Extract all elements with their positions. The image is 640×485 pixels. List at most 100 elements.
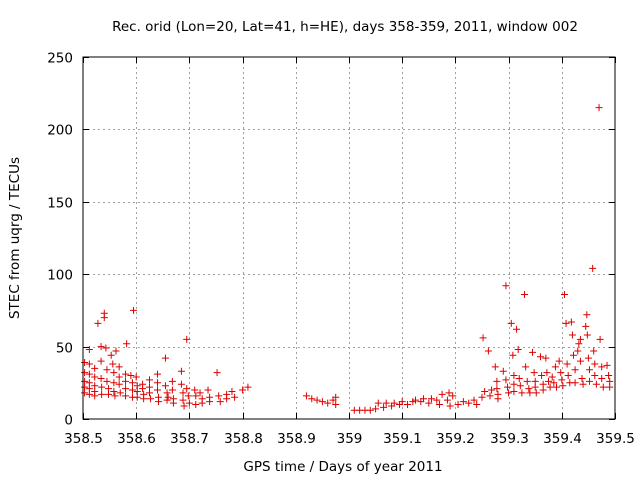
data-point [509,351,517,359]
data-point [548,373,556,381]
data-point [313,396,321,404]
data-point [228,387,236,395]
data-point [168,386,176,394]
data-point [552,383,560,391]
data-point [239,386,247,394]
data-point [525,385,533,393]
data-point [486,392,494,400]
x-tick-label: 358.5 [64,431,103,447]
data-point [122,370,130,378]
data-point [115,380,123,388]
data-point [161,382,169,390]
x-tick-label: 359.1 [383,431,422,447]
data-point [97,343,105,351]
data-point [100,309,108,317]
data-point [81,369,89,377]
data-point [215,392,223,400]
data-point [122,392,130,400]
data-point [103,366,111,374]
data-point [433,396,441,404]
data-point [589,264,597,272]
data-point [419,395,427,403]
data-point [478,393,486,401]
data-point [85,360,93,368]
x-tick-label: 359 [337,431,363,447]
x-tick-label: 358.7 [170,431,209,447]
data-point [598,374,606,382]
data-point [183,335,191,343]
data-point [155,398,163,406]
data-point [177,367,185,375]
data-point [97,374,105,382]
data-point [564,372,572,380]
data-point [510,380,518,388]
y-tick-label: 0 [64,413,73,429]
data-point [122,377,130,385]
data-point [438,390,446,398]
data-point [140,395,148,403]
data-points [81,104,614,414]
data-point [502,282,510,290]
data-point [216,398,224,406]
data-point [324,399,332,407]
data-point [146,389,153,397]
data-point [130,306,138,314]
data-point [366,406,374,414]
data-point [244,383,252,391]
data-point [110,369,118,377]
data-point [599,383,607,391]
data-point [518,389,526,397]
data-point [128,386,136,394]
data-point [132,373,140,381]
data-point [545,377,552,385]
data-point [91,373,99,381]
data-point [139,385,147,393]
data-point [560,290,568,298]
data-point [465,399,473,407]
data-point [404,401,412,409]
data-point [398,398,406,406]
data-point [505,389,513,397]
data-point [583,331,591,339]
data-point [308,395,316,403]
data-point [185,399,193,407]
data-point [213,369,221,377]
data-point [427,395,435,403]
data-point [196,389,204,397]
data-point [85,370,93,378]
data-point [567,318,575,326]
data-point [161,354,169,362]
data-point [198,399,206,407]
data-point [598,363,606,371]
data-point [578,374,586,382]
data-point [521,290,529,298]
data-point [531,383,539,391]
data-point [449,392,457,400]
y-axis-label: STEC from uqrg / TECUs [7,157,23,319]
data-point [128,379,136,387]
data-point [591,372,599,380]
data-point [115,373,123,381]
data-point [435,401,443,409]
x-tick-label: 358.9 [277,431,316,447]
y-tick-label: 200 [47,123,73,139]
data-point [491,363,499,371]
data-point [530,369,538,377]
data-point [507,319,515,327]
data-point [585,366,593,374]
data-point [147,395,155,403]
data-point [479,334,487,342]
data-point [557,369,565,377]
data-point [390,399,398,407]
data-point [510,387,518,395]
data-point [546,383,554,391]
data-point [538,372,546,380]
data-point [574,347,582,355]
data-point [183,385,191,393]
data-point [110,387,118,395]
data-point [81,359,89,367]
data-point [522,363,530,371]
y-tick-label: 100 [47,268,73,284]
data-point [153,370,161,378]
